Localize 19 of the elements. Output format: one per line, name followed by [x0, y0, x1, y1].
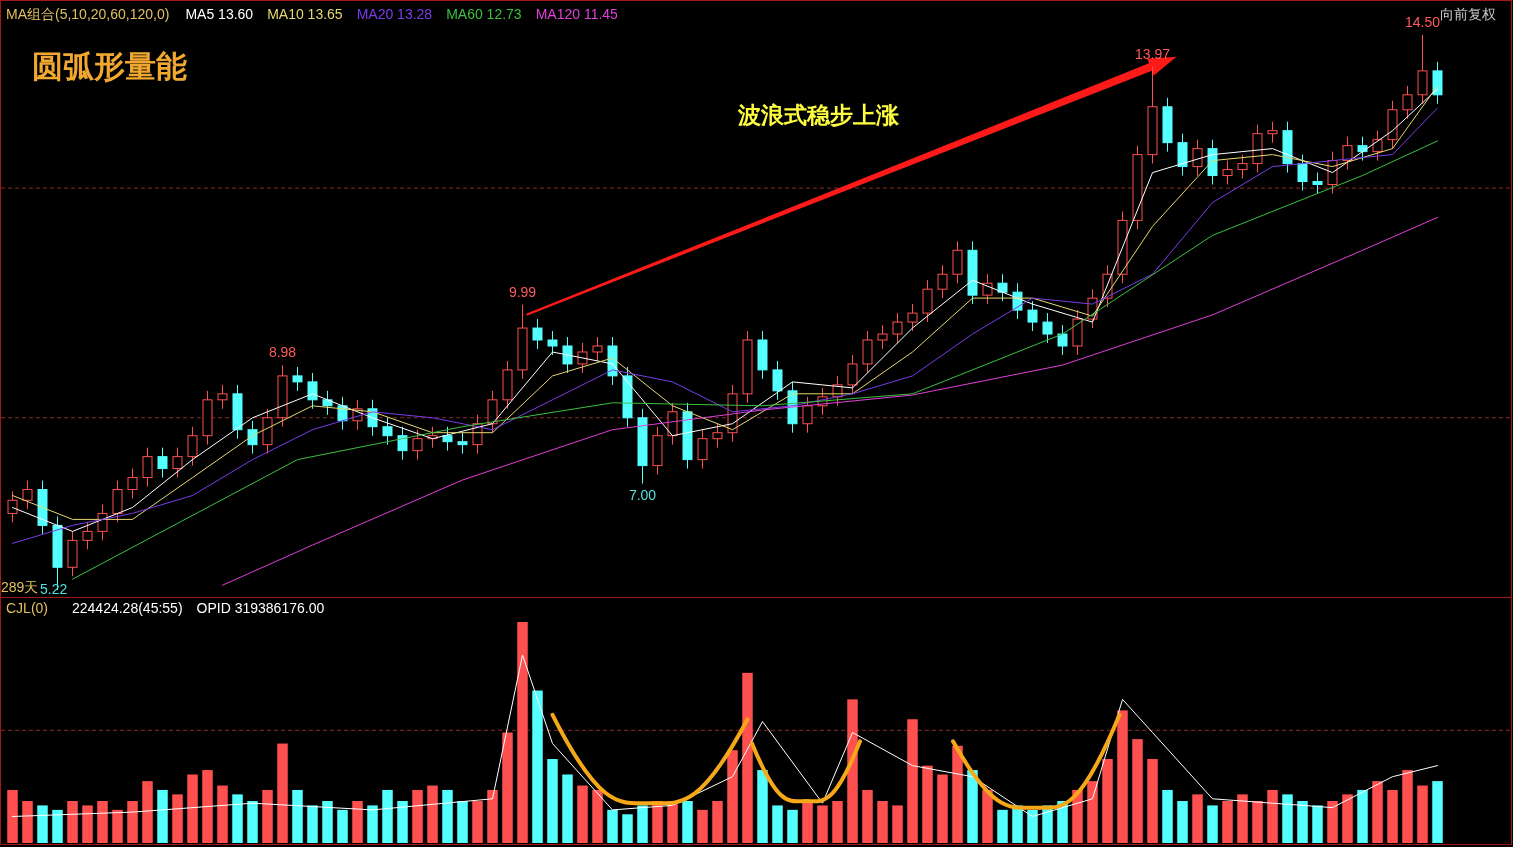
chart-title: CJL(0)	[6, 600, 49, 616]
text: 向前复权	[1440, 6, 1496, 22]
text: MA5 13.60	[185, 6, 254, 22]
annotation: 13.97	[1134, 45, 1171, 62]
text: MA60 12.73	[446, 6, 522, 22]
text: MA20 13.28	[356, 6, 433, 22]
legend-title: MA组合(5,10,20,60,120,0)	[6, 6, 170, 22]
text: MA120 11.45	[535, 6, 619, 22]
annotation: 289天	[1, 579, 39, 595]
annotation: 9.99	[508, 283, 537, 300]
text: 圆弧形量能	[32, 49, 187, 84]
text: OPID 319386176.00	[196, 600, 325, 616]
annotation: 波浪式稳步上涨	[737, 102, 900, 128]
annotation: 5.22	[40, 581, 68, 597]
annotation: 8.98	[268, 344, 297, 361]
annotation: 7.00	[628, 486, 657, 503]
annotation: 14.50	[1404, 14, 1441, 30]
text: MA10 13.65	[267, 6, 343, 22]
text: 224424.28(45:55)	[72, 600, 183, 616]
